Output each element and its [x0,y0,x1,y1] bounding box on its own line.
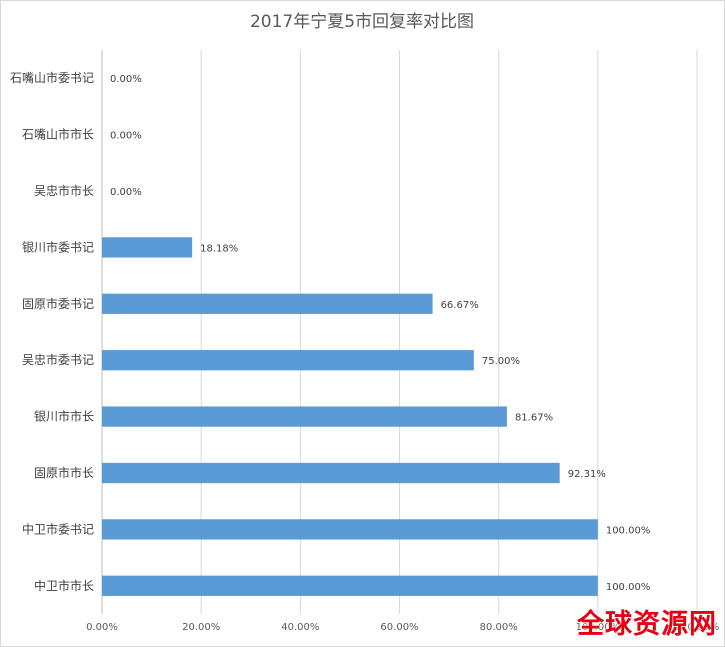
value-label: 75.00% [482,356,520,367]
bar [102,575,598,596]
value-label: 100.00% [606,582,651,593]
value-label: 0.00% [110,187,142,198]
x-tick-label: 60.00% [380,622,418,633]
category-label: 石嘴山市市长 [22,127,94,142]
x-tick-label: 0.00% [86,622,118,633]
x-tick-label: 20.00% [182,622,220,633]
category-label: 吴忠市委书记 [22,352,94,367]
category-labels: 石嘴山市委书记石嘴山市市长吴忠市市长银川市委书记固原市委书记吴忠市委书记银川市市… [10,70,94,593]
bar [102,293,433,314]
value-label: 0.00% [110,131,142,142]
category-label: 吴忠市市长 [34,183,94,198]
chart-title: 2017年宁夏5市回复率对比图 [250,12,474,32]
category-label: 固原市市长 [34,465,94,480]
bar [102,406,507,427]
category-label: 中卫市委书记 [22,521,94,536]
bar [102,519,598,540]
x-tick-label: 40.00% [281,622,319,633]
bars [102,237,598,596]
value-label: 81.67% [515,413,553,424]
x-tick-label: 120.00% [675,622,720,633]
value-label: 18.18% [200,243,238,254]
category-label: 固原市委书记 [22,296,94,311]
value-labels: 0.00% 0.00% 0.00% 18.18% 66.67% 75.00% 81.67% 9… [110,74,650,593]
category-label: 银川市市长 [34,409,94,424]
bar [102,462,560,484]
value-label: 100.00% [606,525,651,536]
category-label: 中卫市市长 [34,578,94,593]
watermark-logo: 全球资源网 [577,609,717,640]
x-tick-label: 80.00% [480,622,518,633]
bar [102,237,193,258]
x-tick-labels: 0.00% 20.00% 40.00% 60.00% 80.00% 100.00% 120.… [86,622,719,633]
x-tick-label: 100.00% [576,622,621,633]
category-label: 石嘴山市委书记 [10,70,94,85]
value-label: 92.31% [568,469,606,480]
gridlines [101,50,698,614]
value-label: 0.00% [110,74,142,85]
bar [102,350,474,371]
category-label: 银川市委书记 [22,239,94,254]
value-label: 66.67% [441,300,479,311]
